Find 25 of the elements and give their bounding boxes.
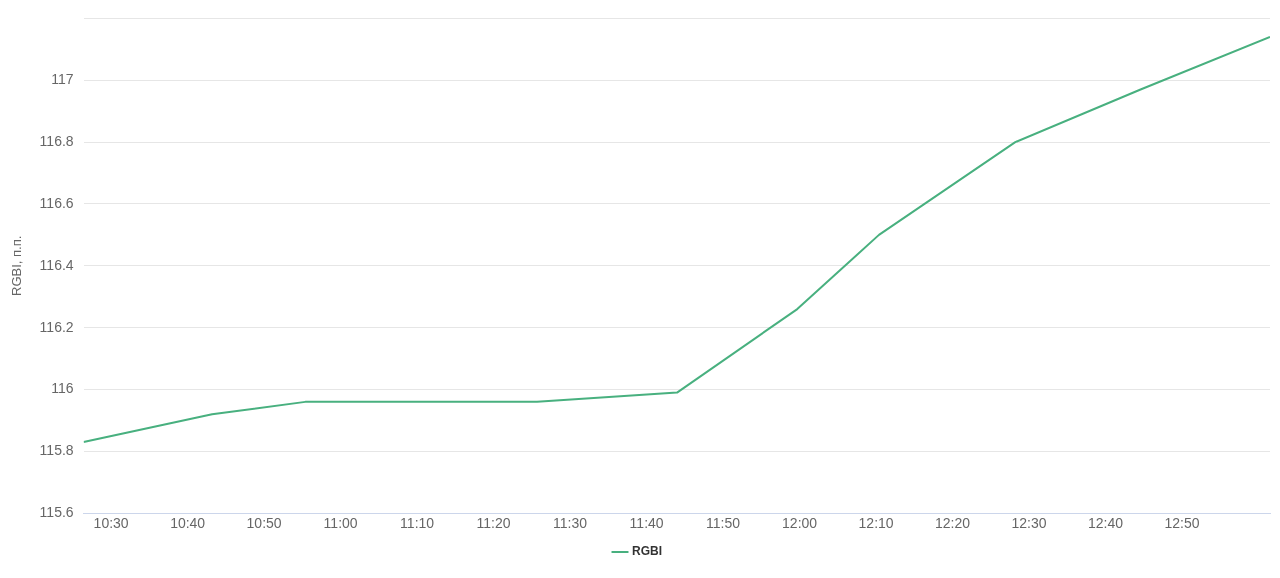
x-tick-label: 12:00 xyxy=(782,515,818,532)
x-tick-label: 10:50 xyxy=(246,515,282,532)
x-tick-label: 11:10 xyxy=(400,515,435,532)
y-tick-label: 116.4 xyxy=(39,256,74,273)
x-tick-label: 11:20 xyxy=(476,515,511,532)
x-tick-label: 11:40 xyxy=(629,515,664,532)
y-tick-label: 116.6 xyxy=(39,194,74,211)
x-tick-label: 12:20 xyxy=(935,515,971,532)
x-tick-label: 11:30 xyxy=(553,515,588,532)
y-tick-label: 116.8 xyxy=(39,132,74,149)
x-tick-label: 11:00 xyxy=(323,515,358,532)
x-tick-label: 12:50 xyxy=(1164,515,1200,532)
y-tick-label: 116 xyxy=(51,380,74,397)
x-tick-label: 11:50 xyxy=(706,515,741,532)
x-tick-label: 10:40 xyxy=(170,515,206,532)
x-tick-label: 10:30 xyxy=(93,515,129,532)
y-tick-label: 116.2 xyxy=(39,318,74,335)
y-tick-label: 115.6 xyxy=(39,504,74,521)
legend-label: RGBI xyxy=(632,544,662,559)
x-tick-label: 12:10 xyxy=(858,515,894,532)
x-tick-label: 12:30 xyxy=(1011,515,1047,532)
y-tick-label: 117 xyxy=(51,71,74,88)
x-tick-label: 12:40 xyxy=(1088,515,1124,532)
y-axis-title: RGBI, п.п. xyxy=(9,235,25,296)
y-tick-label: 115.8 xyxy=(39,442,74,459)
